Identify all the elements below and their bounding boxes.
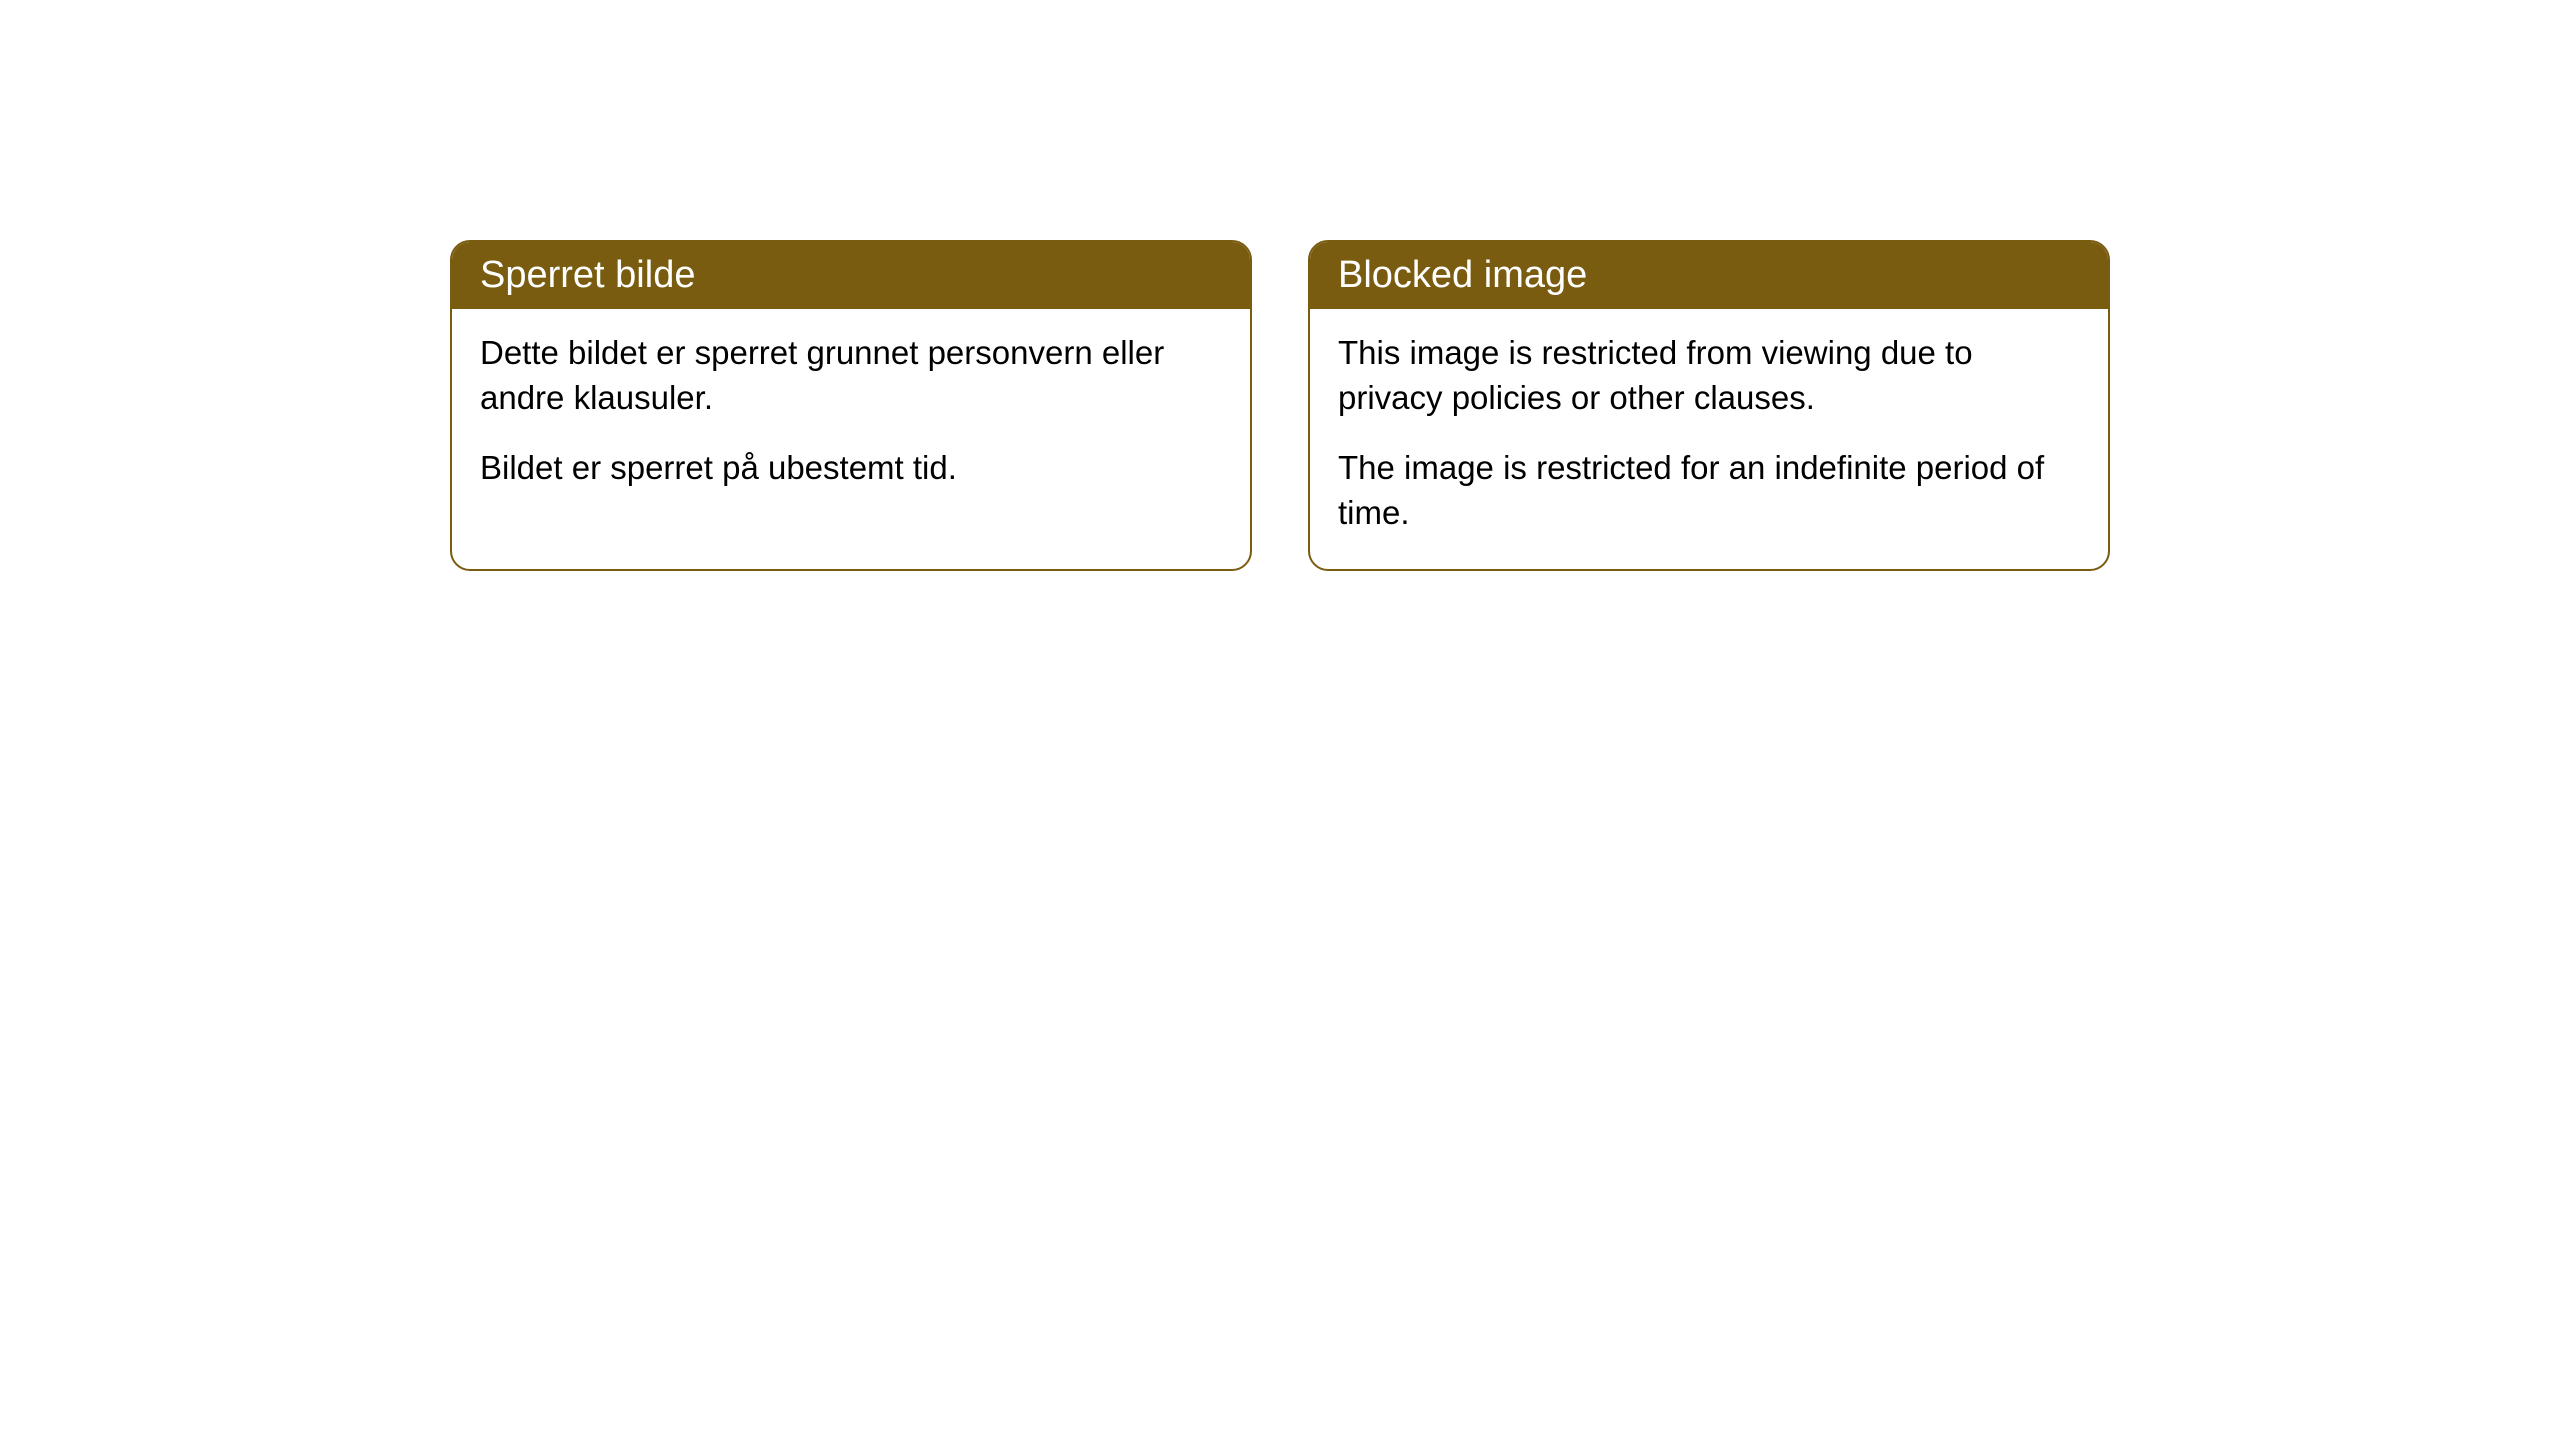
card-body: Dette bildet er sperret grunnet personve… xyxy=(452,309,1250,525)
card-paragraph: The image is restricted for an indefinit… xyxy=(1338,446,2080,535)
notice-cards-container: Sperret bilde Dette bildet er sperret gr… xyxy=(450,240,2110,571)
card-title: Sperret bilde xyxy=(480,254,695,296)
card-paragraph: Bildet er sperret på ubestemt tid. xyxy=(480,446,1222,491)
card-paragraph: Dette bildet er sperret grunnet personve… xyxy=(480,331,1222,420)
notice-card-english: Blocked image This image is restricted f… xyxy=(1308,240,2110,571)
card-header: Blocked image xyxy=(1310,242,2108,309)
card-body: This image is restricted from viewing du… xyxy=(1310,309,2108,569)
notice-card-norwegian: Sperret bilde Dette bildet er sperret gr… xyxy=(450,240,1252,571)
card-title: Blocked image xyxy=(1338,254,1587,296)
card-paragraph: This image is restricted from viewing du… xyxy=(1338,331,2080,420)
card-header: Sperret bilde xyxy=(452,242,1250,309)
